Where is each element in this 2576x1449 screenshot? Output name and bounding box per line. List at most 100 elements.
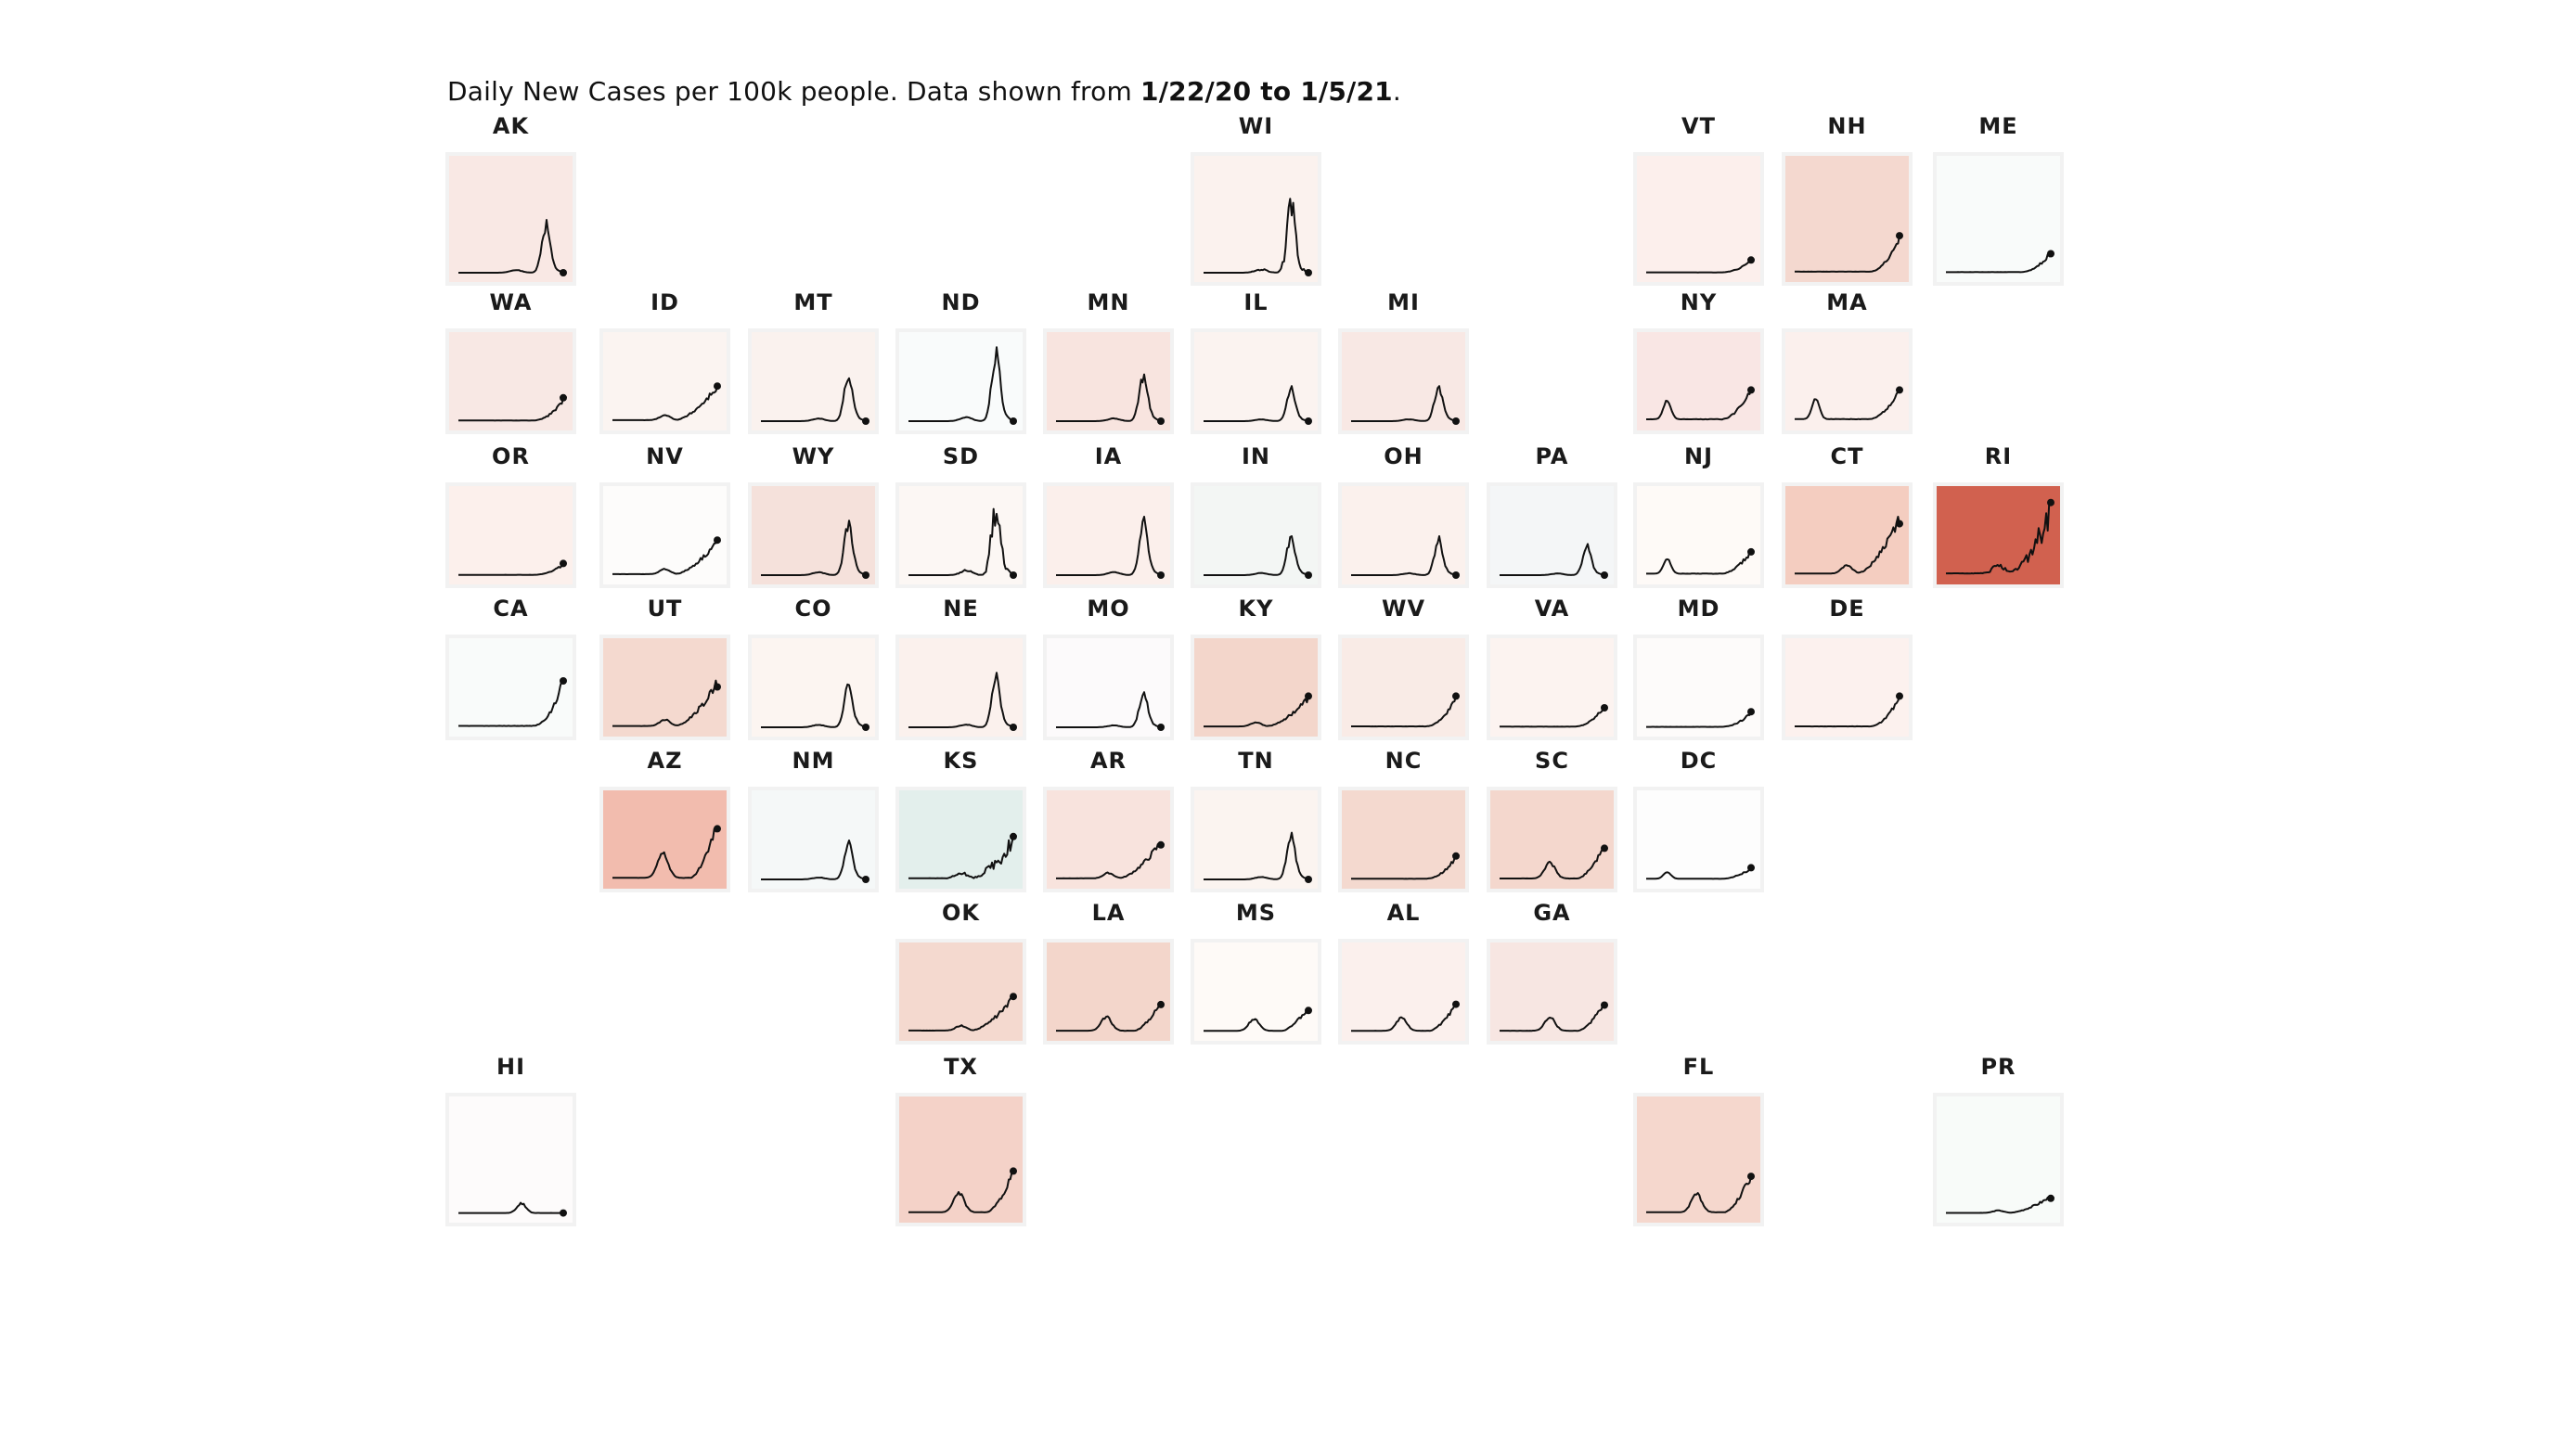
state-sparkline-box: [1338, 787, 1469, 892]
tile-fill: [899, 486, 1023, 584]
latest-value-dot: [1747, 864, 1755, 872]
state-tile-tx: TX: [894, 1054, 1028, 1230]
latest-value-dot: [862, 876, 869, 883]
state-tile-ia: IA: [1041, 443, 1176, 620]
state-label: CT: [1830, 443, 1864, 469]
case-series-line: [1351, 385, 1457, 422]
state-tile-nc: NC: [1336, 748, 1471, 924]
latest-value-dot: [1157, 1000, 1165, 1008]
latest-value-dot: [560, 677, 567, 685]
case-series-line: [1946, 1196, 2052, 1214]
state-tile-md: MD: [1631, 596, 1766, 772]
state-tile-mn: MN: [1041, 289, 1176, 466]
case-series-line: [908, 836, 1014, 879]
state-tile-nd: ND: [894, 289, 1028, 466]
case-series-line: [1646, 259, 1752, 274]
state-label: NE: [943, 596, 979, 622]
state-tile-ct: CT: [1780, 443, 1914, 620]
sparkline-svg: [899, 790, 1023, 889]
tile-fill: [1785, 638, 1909, 737]
state-label: LA: [1091, 900, 1126, 926]
latest-value-dot: [714, 382, 721, 391]
state-sparkline-box: [895, 482, 1026, 588]
state-label: NY: [1680, 289, 1718, 315]
tile-fill: [449, 486, 573, 584]
state-label: NJ: [1683, 443, 1713, 469]
sparkline-svg: [899, 638, 1023, 737]
sparkline-svg: [449, 332, 573, 430]
sparkline-svg: [1637, 790, 1760, 889]
state-tile-al: AL: [1336, 900, 1471, 1076]
tile-fill: [899, 942, 1023, 1041]
sparkline-svg: [752, 486, 875, 584]
state-sparkline-box: [1043, 939, 1174, 1045]
case-series-line: [458, 562, 564, 576]
latest-value-dot: [1747, 386, 1755, 394]
state-label: TN: [1238, 748, 1274, 774]
state-sparkline-box: [1633, 635, 1764, 740]
state-tile-va: VA: [1485, 596, 1619, 772]
tile-fill: [1490, 638, 1614, 737]
state-label: GA: [1533, 900, 1571, 926]
latest-value-dot: [1010, 724, 1017, 731]
sparkline-svg: [752, 790, 875, 889]
state-tile-or: OR: [444, 443, 578, 620]
latest-value-dot: [1601, 571, 1608, 579]
state-label: MI: [1387, 289, 1420, 315]
state-tile-nh: NH: [1780, 113, 1914, 289]
case-series-line: [1204, 831, 1309, 880]
case-series-line: [612, 679, 718, 727]
state-label: DC: [1680, 748, 1718, 774]
state-label: FL: [1682, 1054, 1715, 1080]
sparkline-svg: [449, 486, 573, 584]
case-series-line: [612, 539, 718, 575]
state-sparkline-box: [1782, 328, 1913, 434]
state-sparkline-box: [1191, 635, 1321, 740]
case-series-line: [1204, 198, 1309, 274]
state-tile-mo: MO: [1041, 596, 1176, 772]
case-series-line: [761, 840, 867, 880]
tile-fill: [899, 790, 1023, 889]
state-sparkline-box: [445, 635, 576, 740]
state-label: OR: [492, 443, 530, 469]
sparkline-svg: [1194, 332, 1318, 430]
sparkline-svg: [1785, 156, 1909, 282]
latest-value-dot: [862, 571, 869, 579]
latest-value-dot: [1747, 1173, 1755, 1181]
state-sparkline-box: [1487, 939, 1617, 1045]
sparkline-svg: [1785, 638, 1909, 737]
state-tile-ar: AR: [1041, 748, 1176, 924]
tile-fill: [1490, 790, 1614, 889]
tile-fill: [1637, 332, 1760, 430]
sparkline-svg: [449, 638, 573, 737]
state-sparkline-box: [1338, 939, 1469, 1045]
sparkline-svg: [1047, 942, 1170, 1041]
latest-value-dot: [1896, 519, 1903, 528]
state-label: SD: [942, 443, 980, 469]
sparkline-svg: [1937, 486, 2060, 584]
tile-fill: [899, 332, 1023, 430]
state-tile-hi: HI: [444, 1054, 578, 1230]
state-sparkline-box: [445, 482, 576, 588]
tile-fill: [752, 790, 875, 889]
state-label: AZ: [647, 748, 683, 774]
state-tile-ri: RI: [1931, 443, 2066, 620]
case-series-line: [908, 1170, 1014, 1213]
tile-fill: [1637, 156, 1760, 282]
sparkline-svg: [603, 790, 727, 889]
case-series-line: [1795, 389, 1900, 420]
case-series-line: [1646, 390, 1752, 421]
latest-value-dot: [1157, 840, 1165, 849]
case-series-line: [1204, 696, 1309, 728]
sparkline-svg: [603, 638, 727, 737]
state-label: MS: [1235, 900, 1277, 926]
state-label: WV: [1381, 596, 1426, 622]
state-label: NM: [792, 748, 835, 774]
state-sparkline-box: [1782, 482, 1913, 588]
state-sparkline-box: [748, 635, 879, 740]
state-sparkline-box: [1633, 328, 1764, 434]
state-label: NH: [1827, 113, 1867, 139]
case-series-line: [1795, 235, 1900, 273]
tile-fill: [1194, 156, 1318, 282]
sparkline-svg: [449, 156, 573, 282]
